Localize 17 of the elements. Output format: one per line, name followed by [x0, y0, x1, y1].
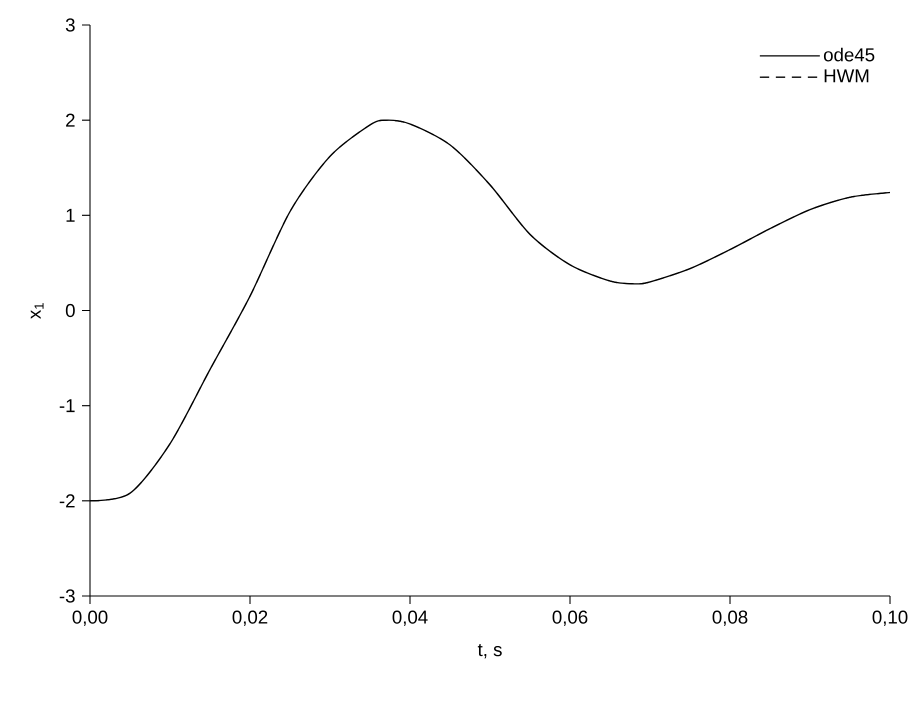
x-tick-label: 0,04 — [392, 610, 428, 626]
x-tick-label: 0,08 — [712, 610, 748, 626]
x-tick-label: 0,06 — [552, 610, 588, 626]
y-axis-title: x$_{1}$ — [30, 303, 44, 319]
y-tick-label: 2 — [66, 114, 75, 127]
y-tick-label: 1 — [66, 208, 75, 222]
x-axis-title: t, s — [478, 644, 502, 658]
x-tick-label: 0,10 — [872, 610, 908, 626]
x-tick-label: 0,00 — [72, 610, 108, 626]
legend-label: ode45 — [824, 48, 874, 62]
legend-label: HWM — [824, 69, 868, 82]
y-tick-label: 3 — [66, 18, 75, 32]
y-tick-label: -2 — [60, 494, 75, 508]
x-tick-label: 0,02 — [232, 610, 268, 626]
y-tick-label: -1 — [60, 399, 75, 412]
y-tick-label: 0 — [66, 304, 75, 318]
y-tick-label: -3 — [60, 589, 75, 603]
